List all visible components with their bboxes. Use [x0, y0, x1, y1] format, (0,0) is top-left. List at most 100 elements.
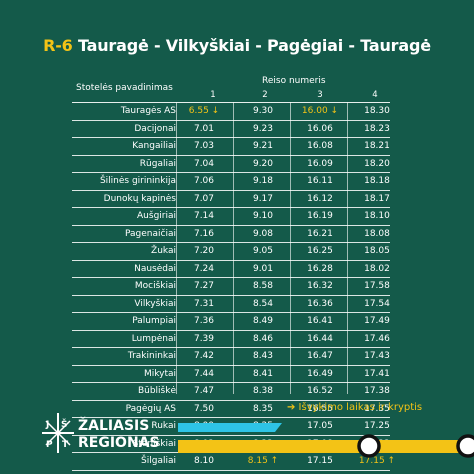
time-value: 16.21: [307, 228, 333, 239]
stops-column-header: Stotelės pavadinimas: [76, 83, 173, 93]
time-value: 16.36: [307, 298, 333, 309]
time-value: 7.50: [193, 403, 215, 414]
time-value: 16.28: [307, 263, 333, 274]
trip-number-4: 4: [372, 90, 378, 100]
zaliasis-regionas-logo-icon: J Š P T: [42, 413, 74, 453]
time-value: 9.17: [252, 193, 274, 204]
time-value: 8.49: [252, 316, 274, 326]
time-value: 7.04: [193, 158, 215, 169]
time-value: 18.18: [364, 176, 390, 186]
departure-time: 17.46: [351, 331, 403, 348]
time-value: 9.05: [252, 246, 274, 256]
departure-time: 17.41: [351, 366, 403, 383]
departure-time: 17.35: [351, 401, 403, 418]
time-value: 8.43: [252, 351, 274, 361]
table-row: Tauragės AS 6.55 ↓ 9.30 16.00 ↓ 18.30: [72, 103, 390, 121]
time-value: 7.14: [193, 211, 215, 221]
trip-number-1: 1: [210, 90, 216, 100]
column-divider: [347, 102, 348, 394]
time-value: 18.30: [364, 106, 390, 116]
table-row: Būbliškė 7.47 8.38 16.52 17.38: [72, 383, 390, 401]
time-value: 8.10: [193, 456, 215, 466]
stop-name: Žukai: [151, 246, 176, 256]
departure-time: 16.00 ↓: [294, 103, 346, 120]
time-value: 7.31: [193, 298, 215, 309]
stop-name: Dacijonai: [134, 123, 176, 134]
departure-time: 7.20: [178, 243, 230, 260]
column-divider: [176, 102, 177, 394]
trip-number-2: 2: [262, 90, 268, 100]
departure-time: 17.49: [351, 313, 403, 330]
departure-time: 8.43: [237, 348, 289, 365]
time-value: 8.46: [252, 333, 274, 344]
departure-time: 17.25: [351, 418, 403, 435]
departure-time: 8.54: [237, 296, 289, 313]
table-row: Žukai 7.20 9.05 16.25 18.05: [72, 243, 390, 261]
departure-time: 18.05: [351, 243, 403, 260]
arrow-down-icon: ↓: [208, 106, 220, 116]
departure-time: 9.21: [237, 138, 289, 155]
stop-name: Mociškiai: [134, 281, 176, 291]
station-circle: [456, 434, 474, 458]
time-value: 16.44: [307, 333, 333, 344]
time-value: 9.01: [252, 263, 274, 274]
table-top-rule: [72, 102, 390, 103]
departure-time: 7.14: [178, 208, 230, 225]
time-value: 9.08: [252, 228, 274, 239]
departure-time: 16.12: [294, 191, 346, 208]
time-value: 18.10: [364, 211, 390, 221]
departure-time: 7.47: [178, 383, 230, 400]
table-row: Pagėgių AS 7.50 8.35 16.55 17.35: [72, 401, 390, 418]
departure-time: 7.07: [178, 191, 230, 208]
stop-name: Rūgaliai: [139, 158, 176, 169]
departure-time: 7.06: [178, 173, 230, 190]
column-divider: [290, 102, 291, 394]
departure-time: 7.42: [178, 348, 230, 365]
time-value: 16.00: [301, 106, 328, 116]
departure-time: 16.52: [294, 383, 346, 400]
departure-time: 18.30: [351, 103, 403, 120]
departure-time: 16.32: [294, 278, 346, 295]
departure-time: 17.15: [294, 453, 346, 470]
stop-name: Tauragės AS: [120, 106, 176, 116]
time-value: 7.16: [193, 228, 215, 239]
table-row: Pagenaičiai 7.16 9.08 16.21 18.08: [72, 226, 390, 243]
departure-time: 18.23: [351, 121, 403, 138]
departure-time: 7.44: [178, 366, 230, 383]
svg-text:T: T: [62, 440, 69, 450]
brand-wordmark: ŽALIASIS REGIONAS: [78, 418, 160, 452]
time-value: 7.47: [193, 386, 215, 396]
time-value: 7.03: [193, 141, 215, 151]
table-row: Mikytai 7.44 8.41 16.49 17.41: [72, 366, 390, 383]
time-value: 8.35: [252, 403, 274, 414]
departure-time: 18.17: [351, 191, 403, 208]
time-value: 17.41: [364, 368, 390, 379]
table-row: Šilinės girininkija 7.06 9.18 16.11 18.18: [72, 173, 390, 191]
svg-text:Š: Š: [61, 418, 67, 430]
departure-time: 9.17: [237, 191, 289, 208]
departure-time: 7.04: [178, 156, 230, 173]
time-value: 7.01: [193, 123, 215, 134]
time-value: 17.54: [364, 298, 390, 309]
time-value: 9.10: [252, 211, 274, 221]
departure-time: 17.15 ↑: [351, 453, 403, 470]
time-value: 17.46: [364, 333, 390, 344]
stop-name: Šilgaliai: [141, 456, 176, 466]
time-value: 8.38: [252, 386, 274, 396]
departure-time: 7.03: [178, 138, 230, 155]
departure-time: 18.08: [351, 226, 403, 243]
departure-time: 17.58: [351, 278, 403, 295]
table-row: Nausėdai 7.24 9.01 16.28 18.02: [72, 261, 390, 278]
departure-time: 8.49: [237, 313, 289, 330]
departure-time: 7.16: [178, 226, 230, 243]
time-value: 18.17: [364, 193, 390, 204]
time-value: 17.35: [364, 403, 390, 414]
stop-name: Būbliškė: [137, 386, 176, 396]
route-number: R-6: [43, 36, 73, 55]
route-name: Tauragė - Vilkyškiai - Pagėgiai - Taurag…: [77, 36, 431, 55]
station-circle: [357, 434, 381, 458]
departure-time: 8.10: [178, 453, 230, 470]
departure-time: 9.30: [237, 103, 289, 120]
table-row: Lumpėnai 7.39 8.46 16.44 17.46: [72, 331, 390, 348]
departure-time: 18.18: [351, 173, 403, 190]
